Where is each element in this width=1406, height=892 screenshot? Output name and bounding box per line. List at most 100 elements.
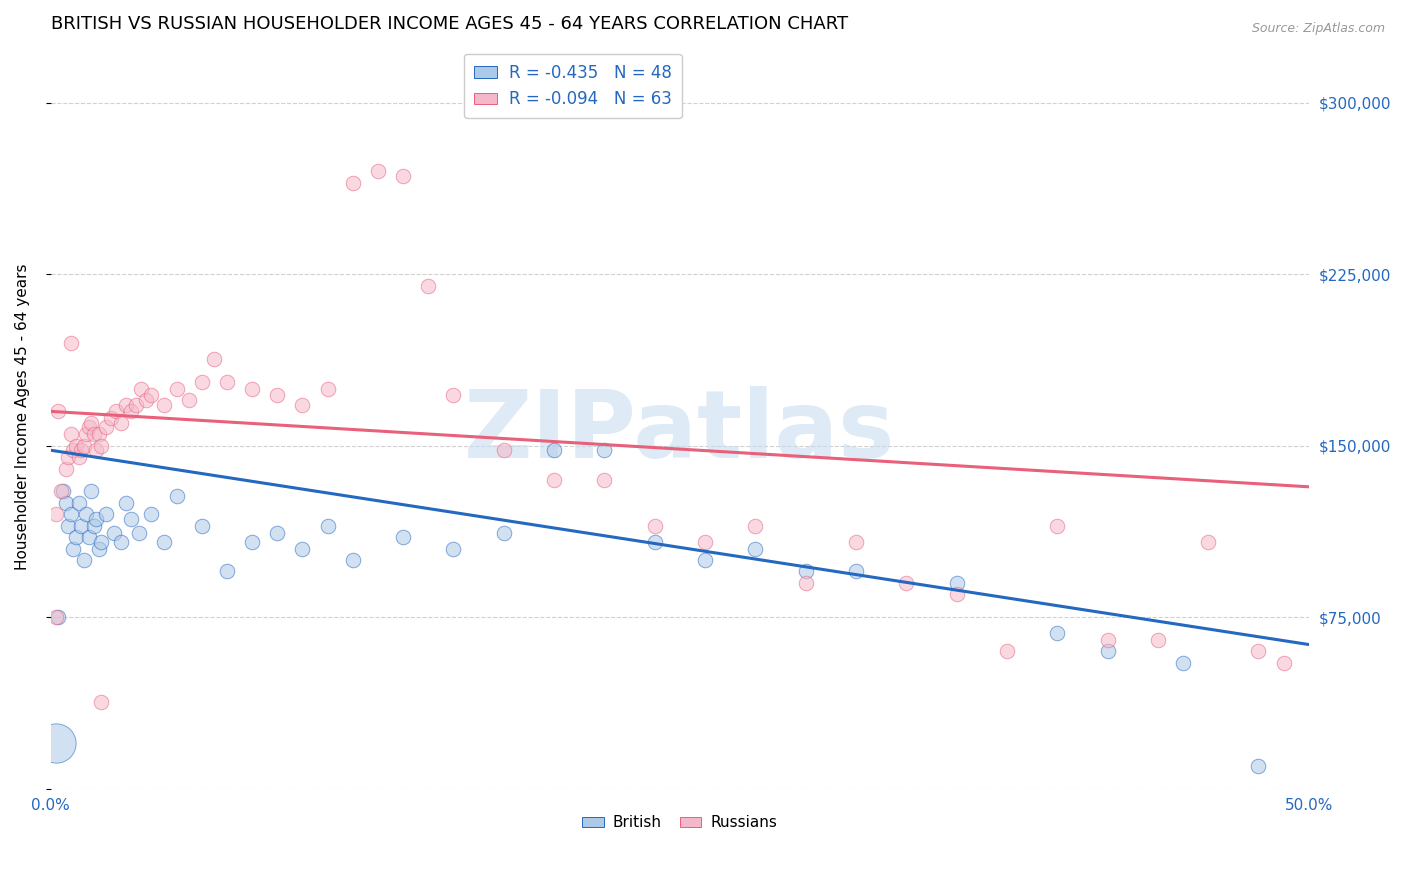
Y-axis label: Householder Income Ages 45 - 64 years: Householder Income Ages 45 - 64 years bbox=[15, 264, 30, 570]
Point bbox=[316, 518, 339, 533]
Point bbox=[84, 443, 107, 458]
Point bbox=[49, 484, 72, 499]
Point bbox=[120, 404, 142, 418]
Point bbox=[115, 398, 138, 412]
Point bbox=[266, 525, 288, 540]
Point bbox=[744, 518, 766, 533]
Point bbox=[191, 375, 214, 389]
Point bbox=[70, 443, 93, 458]
Point bbox=[48, 610, 70, 624]
Point bbox=[492, 525, 515, 540]
Point bbox=[96, 420, 118, 434]
Point bbox=[492, 443, 515, 458]
Point bbox=[103, 525, 125, 540]
Point bbox=[105, 404, 128, 418]
Point bbox=[240, 534, 263, 549]
Point bbox=[62, 443, 84, 458]
Point bbox=[266, 388, 288, 402]
Point bbox=[59, 508, 82, 522]
Point bbox=[342, 176, 364, 190]
Text: BRITISH VS RUSSIAN HOUSEHOLDER INCOME AGES 45 - 64 YEARS CORRELATION CHART: BRITISH VS RUSSIAN HOUSEHOLDER INCOME AG… bbox=[51, 15, 848, 33]
Point bbox=[418, 278, 440, 293]
Point bbox=[644, 518, 666, 533]
Point bbox=[342, 553, 364, 567]
Text: ZIPatlas: ZIPatlas bbox=[464, 386, 896, 478]
Point bbox=[392, 530, 415, 544]
Point bbox=[45, 508, 67, 522]
Point bbox=[115, 496, 138, 510]
Point bbox=[593, 473, 616, 487]
Point bbox=[1247, 644, 1270, 658]
Point bbox=[392, 169, 415, 183]
Point bbox=[110, 416, 132, 430]
Point bbox=[110, 534, 132, 549]
Point bbox=[845, 565, 868, 579]
Point bbox=[166, 489, 188, 503]
Point bbox=[62, 541, 84, 556]
Point bbox=[70, 518, 93, 533]
Point bbox=[65, 530, 87, 544]
Point bbox=[48, 404, 70, 418]
Point bbox=[90, 439, 112, 453]
Point bbox=[1097, 632, 1119, 647]
Point bbox=[128, 525, 150, 540]
Point bbox=[1171, 656, 1194, 670]
Point bbox=[1046, 626, 1069, 640]
Point bbox=[794, 575, 817, 590]
Point bbox=[87, 541, 110, 556]
Point bbox=[52, 484, 75, 499]
Point bbox=[120, 512, 142, 526]
Point bbox=[59, 335, 82, 350]
Point bbox=[441, 541, 464, 556]
Point bbox=[72, 553, 94, 567]
Point bbox=[1146, 632, 1168, 647]
Point bbox=[995, 644, 1018, 658]
Point bbox=[75, 508, 97, 522]
Point bbox=[84, 512, 107, 526]
Point bbox=[896, 575, 918, 590]
Point bbox=[179, 392, 201, 407]
Point bbox=[131, 382, 153, 396]
Point bbox=[75, 427, 97, 442]
Point bbox=[1097, 644, 1119, 658]
Point bbox=[96, 508, 118, 522]
Point bbox=[125, 398, 148, 412]
Point bbox=[58, 518, 80, 533]
Point bbox=[153, 398, 176, 412]
Point bbox=[72, 439, 94, 453]
Point bbox=[153, 534, 176, 549]
Point bbox=[141, 388, 163, 402]
Point bbox=[240, 382, 263, 396]
Point bbox=[45, 736, 67, 750]
Point bbox=[543, 473, 565, 487]
Point bbox=[83, 518, 105, 533]
Point bbox=[1197, 534, 1219, 549]
Point bbox=[845, 534, 868, 549]
Point bbox=[67, 496, 90, 510]
Point bbox=[1247, 758, 1270, 772]
Point bbox=[55, 461, 77, 475]
Point bbox=[316, 382, 339, 396]
Point bbox=[644, 534, 666, 549]
Point bbox=[744, 541, 766, 556]
Text: Source: ZipAtlas.com: Source: ZipAtlas.com bbox=[1251, 22, 1385, 36]
Point bbox=[67, 450, 90, 464]
Point bbox=[87, 427, 110, 442]
Point bbox=[55, 496, 77, 510]
Point bbox=[59, 427, 82, 442]
Point bbox=[215, 565, 238, 579]
Point bbox=[215, 375, 238, 389]
Legend: British, Russians: British, Russians bbox=[576, 809, 783, 837]
Point bbox=[945, 587, 967, 601]
Point bbox=[90, 695, 112, 709]
Point bbox=[166, 382, 188, 396]
Point bbox=[1046, 518, 1069, 533]
Point bbox=[77, 530, 100, 544]
Point bbox=[202, 351, 225, 366]
Point bbox=[367, 164, 389, 178]
Point bbox=[77, 420, 100, 434]
Point bbox=[100, 411, 122, 425]
Point bbox=[441, 388, 464, 402]
Point bbox=[693, 553, 716, 567]
Point bbox=[80, 484, 103, 499]
